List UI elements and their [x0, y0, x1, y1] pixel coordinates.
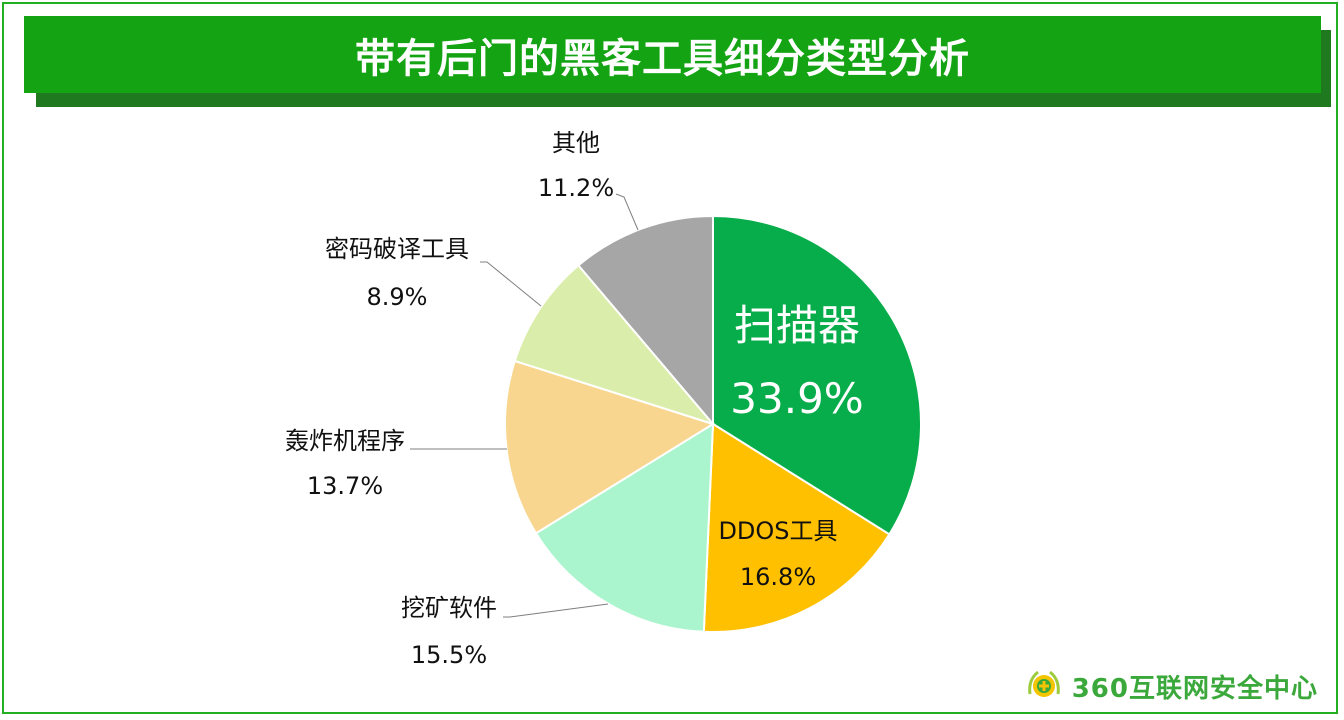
- slice-value-label: 33.9%: [730, 374, 863, 423]
- logo-text: 360互联网安全中心: [1071, 673, 1318, 704]
- slice-value-label: 15.5%: [411, 641, 487, 669]
- slice-label: 挖矿软件: [401, 594, 497, 622]
- pie-slice: [702, 422, 891, 633]
- slice-label: 扫描器: [734, 301, 860, 350]
- chart-title: 带有后门的黑客工具细分类型分析: [355, 35, 970, 82]
- pie-slice: [577, 214, 714, 427]
- slice-label: 其他: [552, 129, 600, 157]
- pie-slice: [534, 422, 715, 633]
- slice-label: 密码破译工具: [325, 235, 469, 263]
- logo: 360互联网安全中心: [1024, 666, 1318, 706]
- slice-value-label: 13.7%: [307, 472, 383, 500]
- leader-line: [503, 603, 609, 618]
- slice-label: DDOS工具: [718, 517, 837, 545]
- slice-label: 轰炸机程序: [285, 427, 405, 455]
- pie-slice: [712, 214, 922, 536]
- slice-value-label: 16.8%: [740, 563, 816, 591]
- slice-value-label: 11.2%: [538, 174, 614, 202]
- pie-slice: [513, 264, 717, 427]
- slice-value-label: 8.9%: [367, 283, 428, 311]
- leader-line: [615, 193, 639, 231]
- title-bar: 带有后门的黑客工具细分类型分析: [24, 16, 1321, 93]
- leader-line: [480, 261, 542, 307]
- shield-logo-icon: [1027, 670, 1060, 697]
